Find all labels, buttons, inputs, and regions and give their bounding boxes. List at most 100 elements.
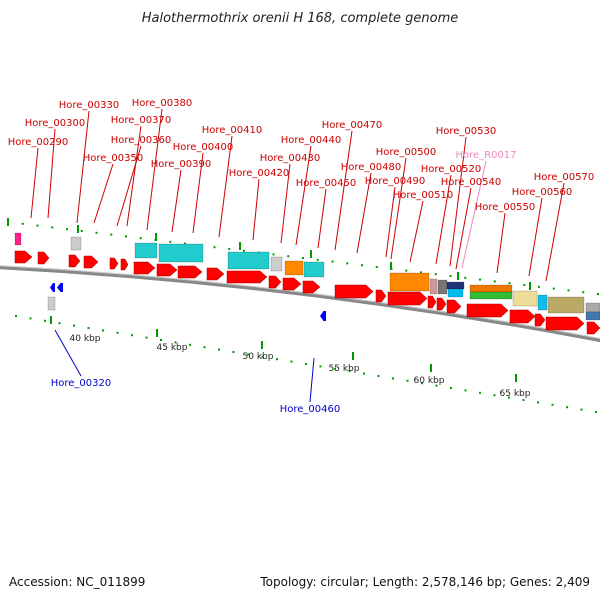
gene-label: Hore_00540 — [441, 177, 502, 188]
forward-gene-arrow — [120, 258, 129, 271]
lower-tick-dot — [116, 331, 119, 334]
upper-tick-dot — [405, 269, 408, 272]
lower-tick-dot — [464, 389, 467, 392]
lower-tick-dot — [392, 377, 394, 380]
genome-title: Halothermothrix orenii H 168, complete g… — [142, 11, 459, 26]
gene-label-leader — [449, 136, 467, 267]
upper-tick-dot — [228, 248, 231, 250]
gene-label-leader — [252, 178, 260, 241]
gene-label-leader — [146, 108, 163, 231]
gene-label: Hore_00410 — [202, 125, 263, 136]
gene-label-leader — [496, 212, 506, 274]
scale-tick-label: 40 kbp — [70, 334, 101, 344]
upper-tick-dot — [434, 273, 437, 276]
gene-label: Hore_00400 — [173, 142, 234, 153]
gene-label-leader — [334, 130, 353, 251]
forward-gene-arrow — [83, 255, 99, 269]
gene-label-leader — [126, 125, 142, 227]
upper-tick-dot — [139, 237, 142, 240]
scale-tick-label: 60 kbp — [414, 376, 445, 386]
gene-label: Hore_00320 — [51, 378, 112, 389]
lower-tick-dot — [29, 317, 32, 320]
domain-box-orange — [469, 284, 513, 293]
reverse-gene-arrow — [320, 311, 326, 321]
domain-box-khaki — [512, 290, 538, 307]
gene-label: Hore_00460 — [280, 404, 341, 415]
gene-label: Hore_R0017 — [455, 150, 516, 161]
lower-tick-dot — [174, 341, 177, 344]
upper-tick-dot — [213, 246, 216, 249]
upper-tick-dot — [287, 255, 290, 258]
upper-tick-dot — [51, 226, 54, 229]
gene-label: Hore_00390 — [151, 159, 212, 170]
gene-label-leader — [295, 145, 312, 246]
forward-gene-arrow — [446, 299, 462, 314]
forward-gene-arrow — [302, 280, 321, 294]
upper-tick-dot — [184, 242, 186, 245]
upper-tick-dot — [95, 231, 98, 234]
forward-gene-arrow — [226, 270, 268, 284]
major-tick-mark — [50, 316, 52, 324]
domain-box-green — [469, 291, 513, 300]
reverse-gene-arrow — [57, 283, 63, 292]
forward-gene-arrow — [177, 265, 203, 279]
gene-label-leader — [435, 174, 452, 265]
upper-tick-dot — [523, 284, 526, 286]
gene-label: Hore_00470 — [322, 120, 383, 131]
upper-tick-dot — [361, 264, 363, 267]
gene-label-leader — [309, 357, 315, 403]
gene-label: Hore_00500 — [376, 147, 437, 158]
lower-tick-dot — [595, 411, 597, 413]
gene-label-leader — [93, 163, 114, 224]
gene-label: Hore_00420 — [229, 168, 290, 179]
upper-tick-dot — [597, 293, 599, 295]
major-tick-mark — [310, 250, 312, 258]
gene-label-leader — [528, 197, 543, 277]
upper-tick-dot — [331, 260, 334, 263]
gene-label-leader — [545, 182, 565, 282]
major-tick-mark — [529, 282, 531, 290]
lower-tick-dot — [247, 353, 249, 356]
lower-tick-dot — [203, 346, 206, 349]
forward-gene-arrow — [14, 250, 33, 264]
gene-label-leader — [455, 187, 472, 270]
gene-label-leader — [54, 329, 82, 377]
gene-label: Hore_00290 — [8, 137, 69, 148]
forward-gene-arrow — [282, 277, 302, 291]
lower-tick-dot — [566, 406, 568, 409]
upper-tick-dot — [375, 266, 378, 268]
scale-tick-label: 45 kbp — [157, 343, 188, 353]
gene-label-leader — [218, 135, 233, 238]
gene-label-leader — [390, 157, 407, 260]
upper-tick-dot — [479, 278, 481, 281]
domain-box-navy — [446, 281, 465, 290]
lower-tick-dot — [493, 394, 496, 397]
lower-tick-dot — [102, 329, 104, 332]
domain-box-cyan — [303, 261, 325, 278]
lower-tick-dot — [232, 351, 235, 353]
forward-gene-arrow — [545, 316, 585, 331]
forward-gene-arrow — [109, 257, 119, 270]
major-tick-mark — [7, 218, 9, 226]
gene-label: Hore_00530 — [436, 126, 497, 137]
gene-label-leader — [30, 147, 39, 219]
forward-gene-arrow — [206, 267, 225, 281]
gene-labels: Hore_00290 Hore_00300 Hore_00330 Hore_00350… — [8, 98, 595, 415]
gene-label-leader — [171, 169, 182, 233]
major-tick-mark — [457, 272, 459, 280]
lower-tick-dot — [348, 370, 351, 373]
gene-label-leader — [280, 163, 291, 244]
forward-gene-arrow — [534, 313, 546, 327]
upper-tick-dot — [125, 235, 127, 238]
lower-tick-dot — [44, 319, 46, 322]
gene-label-leader — [192, 152, 204, 234]
genome-backbone-highlight — [0, 265, 600, 340]
major-tick-mark — [515, 374, 517, 382]
lower-tick-dot — [290, 360, 293, 363]
gene-label-leader — [356, 172, 372, 254]
gene-label: Hore_00510 — [393, 190, 454, 201]
lower-tick-dot — [363, 372, 365, 375]
major-tick-mark — [390, 262, 392, 270]
forward-gene-arrow — [375, 289, 387, 303]
